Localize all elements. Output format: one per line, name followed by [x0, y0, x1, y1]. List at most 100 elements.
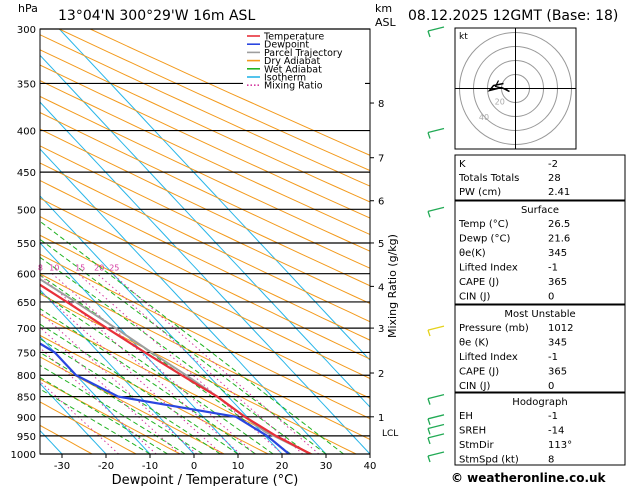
- pressure-tick-label: 1000: [11, 450, 36, 461]
- index-value: 0: [548, 381, 554, 392]
- pressure-tick-label: 500: [17, 205, 36, 216]
- mixing-ratio-line: [40, 290, 223, 454]
- pressure-tick-label: 400: [17, 127, 36, 138]
- dry-adiabat-line: [40, 95, 370, 252]
- index-value: -1: [548, 263, 558, 274]
- wind-barb-flag: [427, 398, 431, 405]
- pressure-tick-label: 950: [17, 432, 36, 443]
- index-label: CIN (J): [459, 381, 490, 392]
- basic-indices-box: [454, 154, 626, 201]
- dewpoint-profile: [40, 342, 290, 454]
- index-label: Totals Totals: [458, 173, 519, 184]
- wind-barb: [427, 26, 445, 32]
- index-label: CIN (J): [459, 292, 490, 303]
- mixing-ratio-line: [51, 273, 256, 454]
- mixing-ratio-axis-label: Mixing Ratio (g/kg): [386, 234, 399, 338]
- km-tick-label: 4: [378, 282, 384, 293]
- km-tick-label: 8: [378, 99, 384, 110]
- dry-adiabat-line: [40, 401, 137, 454]
- index-value: 0: [548, 292, 554, 303]
- wind-barb-flag: [427, 211, 431, 218]
- wet-adiabat-line: [40, 338, 221, 454]
- x-tick-label: 0: [191, 461, 197, 472]
- surface-box: [454, 200, 626, 305]
- pressure-tick-label: 450: [17, 168, 36, 179]
- pressure-tick-label: 350: [17, 79, 36, 90]
- pressure-tick-label: 700: [17, 324, 36, 335]
- index-label: SREH: [459, 426, 486, 437]
- pressure-tick-label: 850: [17, 393, 36, 404]
- datetime-title: 08.12.2025 12GMT (Base: 18): [408, 8, 618, 24]
- lcl-label: LCL: [382, 429, 398, 439]
- index-label: StmDir: [459, 440, 494, 451]
- pressure-tick-label: 300: [17, 25, 36, 36]
- wind-barb: [427, 423, 445, 430]
- x-tick-label: -30: [54, 461, 70, 472]
- wind-barb: [427, 127, 445, 134]
- x-tick-label: 40: [364, 461, 377, 472]
- wind-barb-flag: [427, 437, 431, 445]
- index-value: -2: [548, 159, 558, 170]
- isotherm-line: [40, 335, 151, 454]
- index-label: PW (cm): [459, 187, 501, 198]
- x-tick-label: -20: [98, 461, 114, 472]
- index-value: 345: [548, 338, 567, 349]
- dry-adiabat-line: [40, 80, 370, 236]
- pressure-tick-label: 550: [17, 239, 36, 250]
- mixing-ratio-line: [77, 273, 283, 454]
- dry-adiabat-line: [40, 234, 370, 399]
- pressure-tick-label: 900: [17, 413, 36, 424]
- index-value: -1: [548, 411, 558, 422]
- mixing-ratio-line: [96, 273, 304, 454]
- x-axis-label: Dewpoint / Temperature (°C): [112, 473, 299, 486]
- dry-adiabat-line: [40, 34, 370, 187]
- mixing-ratio-line: [40, 347, 157, 454]
- most-unstable-title: Most Unstable: [504, 309, 575, 320]
- legend-label: Wet Adiabat: [264, 64, 322, 75]
- mixing-ratio-tick-label: 20: [94, 264, 104, 273]
- index-label: EH: [459, 411, 473, 422]
- index-label: Temp (°C): [458, 219, 509, 230]
- index-label: CAPE (J): [459, 367, 499, 378]
- storm-motion-arrow: [494, 80, 508, 91]
- index-label: CAPE (J): [459, 277, 499, 288]
- hodograph: kt 20 40: [454, 27, 577, 150]
- km-tick-label: 2: [378, 369, 384, 380]
- wind-barb: [427, 394, 445, 400]
- pressure-tick-label: 800: [17, 371, 36, 382]
- wind-barb: [427, 433, 445, 439]
- km-tick-label: 7: [378, 154, 384, 165]
- index-value: -14: [548, 426, 564, 437]
- index-label: StmSpd (kt): [459, 455, 519, 466]
- index-label: Pressure (mb): [459, 323, 529, 334]
- legend-label: Mixing Ratio: [264, 81, 323, 92]
- asl-unit-label: ASL: [375, 16, 397, 29]
- isotherm-line: [40, 382, 107, 454]
- wind-barb-flag: [427, 30, 431, 38]
- km-tick-label: 1: [378, 413, 384, 424]
- dry-adiabat-line: [40, 356, 225, 454]
- index-label: Lifted Index: [459, 263, 518, 274]
- dry-adiabat-line: [40, 49, 370, 203]
- wind-barb-flag: [427, 428, 431, 435]
- index-value: 1012: [548, 323, 573, 334]
- wind-barb-flag: [427, 132, 431, 139]
- hodograph-title: Hodograph: [512, 397, 567, 408]
- wet-adiabat-line: [40, 274, 292, 454]
- x-tick-label: 10: [232, 461, 245, 472]
- mixing-ratio-tick-label: 25: [109, 264, 119, 273]
- hpa-unit-label: hPa: [18, 2, 38, 15]
- index-value: 8: [548, 455, 554, 466]
- dry-adiabat-line: [40, 128, 370, 287]
- surface-title: Surface: [521, 205, 559, 216]
- most-unstable-box: [454, 304, 626, 393]
- index-value: 365: [548, 367, 567, 378]
- pressure-tick-label: 600: [17, 270, 36, 281]
- x-tick-label: -10: [142, 461, 158, 472]
- axes: 3003504004505005506006507007508008509009…: [11, 25, 377, 472]
- hodograph-ring-label: 40: [479, 113, 489, 122]
- pressure-tick-label: 650: [17, 298, 36, 309]
- wind-barb: [427, 451, 445, 457]
- dry-adiabat-line: [40, 111, 370, 269]
